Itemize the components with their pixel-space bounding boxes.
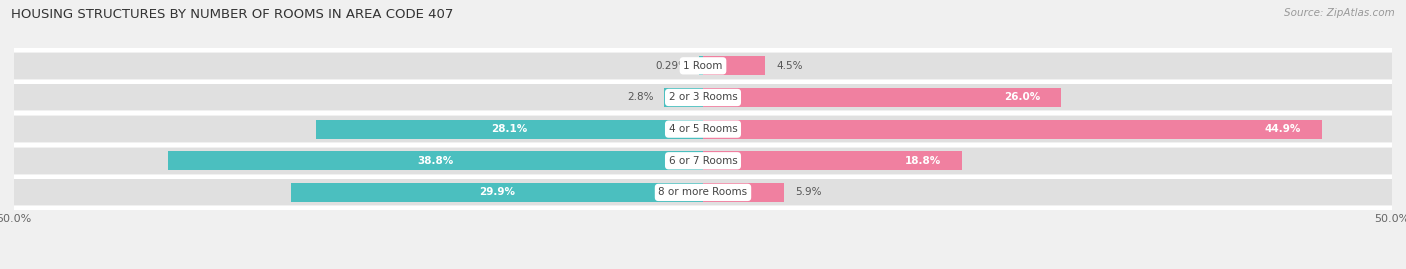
Text: 18.8%: 18.8%: [905, 156, 942, 166]
Bar: [703, 116, 1392, 142]
Text: 0.29%: 0.29%: [655, 61, 688, 71]
Bar: [703, 179, 1392, 206]
Bar: [703, 53, 1392, 79]
Bar: [703, 56, 765, 75]
Text: 8 or more Rooms: 8 or more Rooms: [658, 187, 748, 197]
Bar: [703, 88, 1062, 107]
Bar: [14, 179, 703, 206]
Text: 1 Room: 1 Room: [683, 61, 723, 71]
Text: 4.5%: 4.5%: [776, 61, 803, 71]
Bar: [699, 56, 703, 75]
Text: 29.9%: 29.9%: [479, 187, 515, 197]
Bar: [14, 53, 703, 79]
Text: 4 or 5 Rooms: 4 or 5 Rooms: [669, 124, 737, 134]
Text: 26.0%: 26.0%: [1004, 93, 1040, 102]
Text: Source: ZipAtlas.com: Source: ZipAtlas.com: [1284, 8, 1395, 18]
Text: 44.9%: 44.9%: [1264, 124, 1301, 134]
Text: 28.1%: 28.1%: [491, 124, 527, 134]
Bar: [169, 151, 703, 170]
Bar: [665, 88, 703, 107]
Text: 5.9%: 5.9%: [796, 187, 823, 197]
Bar: [703, 183, 785, 202]
Bar: [14, 148, 703, 174]
Bar: [291, 183, 703, 202]
Text: 38.8%: 38.8%: [418, 156, 454, 166]
Bar: [703, 148, 1392, 174]
Bar: [316, 120, 703, 139]
Text: 2.8%: 2.8%: [627, 93, 654, 102]
Bar: [703, 151, 962, 170]
Text: 6 or 7 Rooms: 6 or 7 Rooms: [669, 156, 737, 166]
Bar: [703, 84, 1392, 111]
Bar: [14, 116, 703, 142]
Bar: [14, 84, 703, 111]
Bar: [703, 120, 1322, 139]
Text: 2 or 3 Rooms: 2 or 3 Rooms: [669, 93, 737, 102]
Text: HOUSING STRUCTURES BY NUMBER OF ROOMS IN AREA CODE 407: HOUSING STRUCTURES BY NUMBER OF ROOMS IN…: [11, 8, 454, 21]
